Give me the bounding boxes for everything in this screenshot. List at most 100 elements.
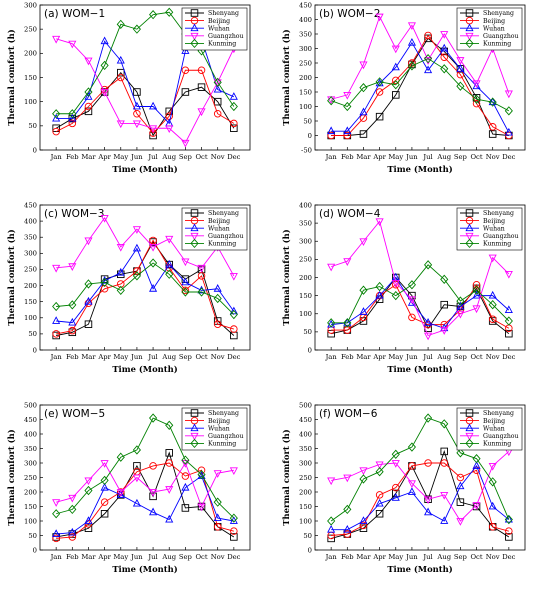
x-axis-title: Time (Month) [112,364,177,374]
y-tick-label: 0 [308,546,312,554]
x-tick-label: Dec [502,353,515,361]
data-point-beijing [213,109,222,118]
data-point-guangzhou [440,31,449,39]
legend-label-beijing: Beijing [208,218,230,225]
data-point-beijing [52,330,60,338]
y-tick-label: 300 [24,1,37,9]
data-point-wuhan [100,36,109,45]
data-point-kunming [181,287,190,297]
data-point-beijing [117,280,125,288]
x-tick-label: Aug [161,553,176,561]
panel-1: 0 50 100 150 200 250 300 Jan Feb Mar Apr May Jun Jul A… [6,1,251,174]
data-point-beijing [100,285,109,293]
data-point-shenyang [133,88,141,96]
data-point-wuhan [504,305,513,314]
data-point-kunming [68,504,77,515]
x-tick-label: Dec [502,153,515,161]
data-point-beijing [230,325,238,333]
legend-marker-shenyang [190,9,199,17]
data-point-shenyang [84,524,93,533]
y-tick-label: 250 [24,266,37,274]
y-tick-label: 50 [303,328,312,336]
legend-label-guangzhou: Guangzhou [208,433,244,440]
legend-label-guangzhou: Guangzhou [483,233,519,240]
legend-marker-shenyang [190,409,199,417]
data-point-wuhan [68,317,77,326]
data-point-beijing [133,267,141,275]
y-tick-label: 200 [299,274,312,282]
x-axis-title: Time (Month) [112,564,177,574]
y-tick-label: 350 [24,234,37,242]
x-tick-label: Jan [325,153,338,161]
data-point-guangzhou [375,13,384,22]
legend-marker-guangzhou [465,432,474,441]
data-point-kunming [68,109,77,119]
data-point-beijing [408,462,416,470]
data-point-beijing [230,119,238,128]
legend-marker-guangzhou [465,32,474,41]
data-point-kunming [343,101,352,112]
y-axis-title: Thermal comfort (h) [281,229,291,325]
y-tick-label: 50 [28,330,37,338]
data-point-kunming [229,309,238,320]
data-point-kunming [504,316,513,326]
data-point-kunming [116,452,125,462]
x-tick-label: Mar [81,153,96,161]
data-point-kunming [213,77,222,87]
data-point-guangzhou [100,214,109,223]
data-point-kunming [359,285,368,295]
x-tick-label: Nov [211,553,225,561]
data-point-wuhan [116,267,125,276]
x-tick-label: Nov [486,553,500,561]
legend-marker-kunming [465,238,474,249]
legend-marker-kunming [465,38,474,49]
data-point-kunming [424,260,433,270]
data-point-wuhan [165,259,174,268]
data-point-kunming [165,269,174,279]
data-point-kunming [165,420,174,430]
x-tick-label: Apr [372,553,386,561]
x-tick-label: Aug [161,353,176,361]
data-point-shenyang [165,449,173,457]
data-point-wuhan [68,113,77,122]
data-point-wuhan [424,65,433,74]
legend-marker-wuhan [465,223,474,232]
data-point-beijing [213,523,222,531]
x-tick-label: Jul [147,153,157,161]
x-tick-label: Feb [66,553,79,561]
x-tick-label: May [113,353,128,361]
y-tick-label: 100 [299,517,312,525]
y-tick-label: 100 [24,517,37,525]
data-point-guangzhou [132,474,141,483]
data-point-wuhan [391,493,400,501]
data-point-beijing [343,131,352,140]
x-tick-label: Feb [341,353,354,361]
data-point-shenyang [375,510,384,518]
data-point-beijing [181,66,190,74]
legend-marker-shenyang [465,409,474,417]
data-point-beijing [327,131,335,140]
x-tick-label: Jan [325,553,338,561]
legend-label-wuhan: Wuhan [483,25,505,32]
data-point-guangzhou [165,125,174,134]
x-tick-label: Oct [470,353,482,361]
data-point-beijing [149,462,157,470]
x-tick-label: Dec [227,553,240,561]
legend-label-wuhan: Wuhan [208,425,230,432]
legend-label-shenyang: Shenyang [208,10,239,17]
data-point-guangzhou [343,474,352,483]
x-tick-label: May [388,153,403,161]
series-line-kunming [56,417,235,519]
x-tick-label: Jun [405,353,418,361]
data-point-kunming [132,24,141,34]
legend-marker-kunming [190,38,199,49]
y-tick-label: 200 [24,488,37,496]
x-tick-label: Nov [486,153,500,161]
data-point-shenyang [100,510,109,518]
x-tick-label: Jun [130,153,143,161]
y-tick-label: 150 [299,503,312,511]
x-tick-label: Aug [436,353,451,361]
x-tick-label: Jan [50,553,63,561]
data-point-beijing [440,459,448,467]
x-tick-label: Mar [356,553,371,561]
